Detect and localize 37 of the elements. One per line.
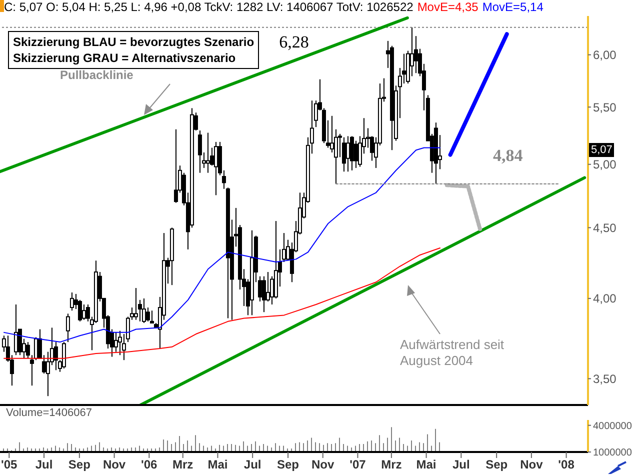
x-tick-label: Mrz — [172, 458, 194, 472]
x-tick-label: Mai — [416, 458, 436, 472]
x-tick-label: Jul — [35, 458, 53, 472]
text: 5,07 — [589, 143, 614, 157]
annotation: Skizzierung BLAU = bevorzugtes Szenario — [13, 34, 254, 50]
x-tick-label: Mai — [208, 458, 228, 472]
annotation: 4,84 — [493, 146, 523, 166]
x-tick-label: Jul — [452, 458, 470, 472]
annotation: Aufwärtstrend seit August 2004 — [400, 337, 506, 369]
annotation: Skizzierung GRAU = Alternativszenario — [13, 50, 237, 66]
x-tick-label: Sep — [68, 458, 90, 472]
note-box: Skizzierung BLAU = bevorzugtes Szenario Skizzierung GRAU = Alternativszenario — [8, 31, 260, 69]
y-tick-label: 3,50 — [593, 372, 617, 386]
ref-line-label: 6,28 — [279, 32, 309, 52]
x-tick-label: Nov — [102, 458, 126, 472]
y-tick-label: 4000000 — [593, 420, 632, 432]
y-tick-label: 6,00 — [593, 48, 617, 62]
x-tick-label: Nov — [312, 458, 335, 472]
x-tick-label: '08 — [558, 458, 575, 472]
annotation: Pullbacklinie — [60, 68, 134, 82]
y-tick-label: 4,50 — [593, 220, 617, 235]
x-tick-label: '05 — [1, 458, 18, 472]
x-tick-label: Jul — [244, 458, 262, 472]
text: MovE=4,35 — [417, 0, 478, 14]
text: Volume=1406067 — [6, 407, 92, 419]
y-tick-label: 1000000 — [593, 448, 632, 459]
y-tick-label: 4,00 — [593, 292, 617, 306]
x-tick-label: Nov — [520, 458, 544, 472]
x-tick-label: Sep — [486, 458, 508, 472]
y-tick-label: 5,50 — [593, 100, 617, 114]
chart-title: C: 5,07 O: 5,04 H: 5,25 L: 4,96 +0,08 TckV: 1282 LV: 1406067 TotV: 1026522 — [4, 0, 414, 14]
y-tick-label: 5,00 — [593, 158, 617, 172]
x-tick-label: '07 — [350, 458, 366, 472]
text: MovE=5,14 — [482, 0, 544, 14]
x-tick-label: Mrz — [381, 458, 402, 472]
x-tick-label: Sep — [276, 458, 300, 472]
x-tick-label: '06 — [141, 458, 158, 472]
